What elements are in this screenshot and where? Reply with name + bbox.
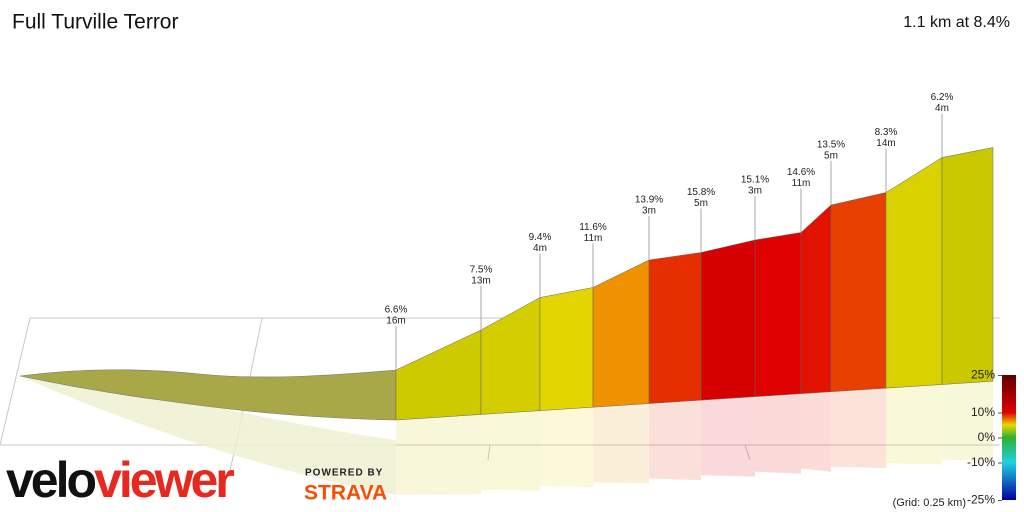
profile-segment bbox=[539, 287, 594, 411]
gain-label: 3m bbox=[642, 206, 656, 217]
colorbar bbox=[1002, 375, 1016, 500]
profile-shadow-segment bbox=[649, 400, 701, 481]
gain-label: 4m bbox=[935, 103, 949, 114]
colorbar-tick-label: 0% bbox=[978, 430, 996, 444]
gain-label: 4m bbox=[533, 243, 547, 254]
profile-segment bbox=[395, 329, 482, 421]
gain-label: 13m bbox=[471, 276, 490, 287]
profile-segment bbox=[480, 297, 541, 415]
profile-shadow-segment bbox=[701, 396, 755, 477]
gradient-label: 6.6% bbox=[385, 305, 408, 316]
profile-segment bbox=[592, 259, 650, 408]
profile-segment bbox=[941, 147, 994, 385]
grid-note: (Grid: 0.25 km) bbox=[893, 497, 966, 509]
gain-label: 16m bbox=[386, 316, 405, 327]
gain-label: 3m bbox=[748, 186, 762, 197]
gradient-label: 8.3% bbox=[875, 127, 898, 138]
colorbar-tick-label: -25% bbox=[967, 493, 995, 507]
chart-subtitle: 1.1 km at 8.4% bbox=[903, 14, 1010, 31]
profile-shadow-segment bbox=[755, 393, 801, 474]
profile-segment bbox=[754, 232, 802, 397]
profile-segment bbox=[648, 252, 702, 404]
gradient-label: 13.5% bbox=[817, 140, 845, 151]
gradient-label: 15.1% bbox=[741, 175, 769, 186]
profile-shadow-segment bbox=[886, 384, 942, 465]
profile-shadow-segment bbox=[831, 388, 886, 469]
logo: veloviewer POWERED BY STRAVA bbox=[6, 452, 387, 508]
profile-segment bbox=[885, 157, 943, 389]
profile: 6.6%16m7.5%13m9.4%4m11.6%11m13.9%3m15.8%… bbox=[385, 92, 994, 495]
gradient-label: 13.9% bbox=[635, 195, 663, 206]
colorbar-tick-label: 25% bbox=[971, 368, 995, 382]
profile-shadow-segment bbox=[801, 391, 831, 472]
gradient-label: 14.6% bbox=[787, 167, 815, 178]
gain-label: 11m bbox=[584, 233, 603, 244]
profile-shadow-segment bbox=[396, 414, 481, 495]
profile-segment bbox=[700, 239, 756, 401]
logo-viewer: viewer bbox=[94, 452, 234, 508]
gain-label: 14m bbox=[876, 138, 895, 149]
profile-segment bbox=[830, 192, 887, 392]
gradient-label: 7.5% bbox=[470, 265, 493, 276]
profile-shadow bbox=[20, 376, 396, 495]
chart-title: Full Turville Terror bbox=[12, 11, 178, 34]
gain-label: 11m bbox=[792, 178, 811, 189]
gain-label: 5m bbox=[824, 151, 838, 162]
profile-shadow-segment bbox=[481, 410, 540, 491]
strava: STRAVA bbox=[304, 482, 387, 505]
gradient-label: 11.6% bbox=[579, 222, 607, 233]
profile-segment bbox=[800, 204, 832, 394]
colorbar-tick-label: -10% bbox=[967, 455, 995, 469]
logo-text: veloviewer bbox=[6, 452, 234, 508]
profile-shadow-segment bbox=[942, 381, 993, 462]
gradient-label: 6.2% bbox=[931, 92, 954, 103]
gradient-label: 15.8% bbox=[687, 187, 715, 198]
profile-shadow-segment bbox=[593, 403, 649, 484]
colorbar-tick-label: 10% bbox=[971, 405, 995, 419]
gradient-label: 9.4% bbox=[529, 232, 552, 243]
gain-label: 5m bbox=[694, 198, 708, 209]
powered-by: POWERED BY bbox=[305, 468, 383, 479]
profile-shadow-segment bbox=[540, 407, 593, 488]
logo-velo: velo bbox=[6, 452, 96, 508]
